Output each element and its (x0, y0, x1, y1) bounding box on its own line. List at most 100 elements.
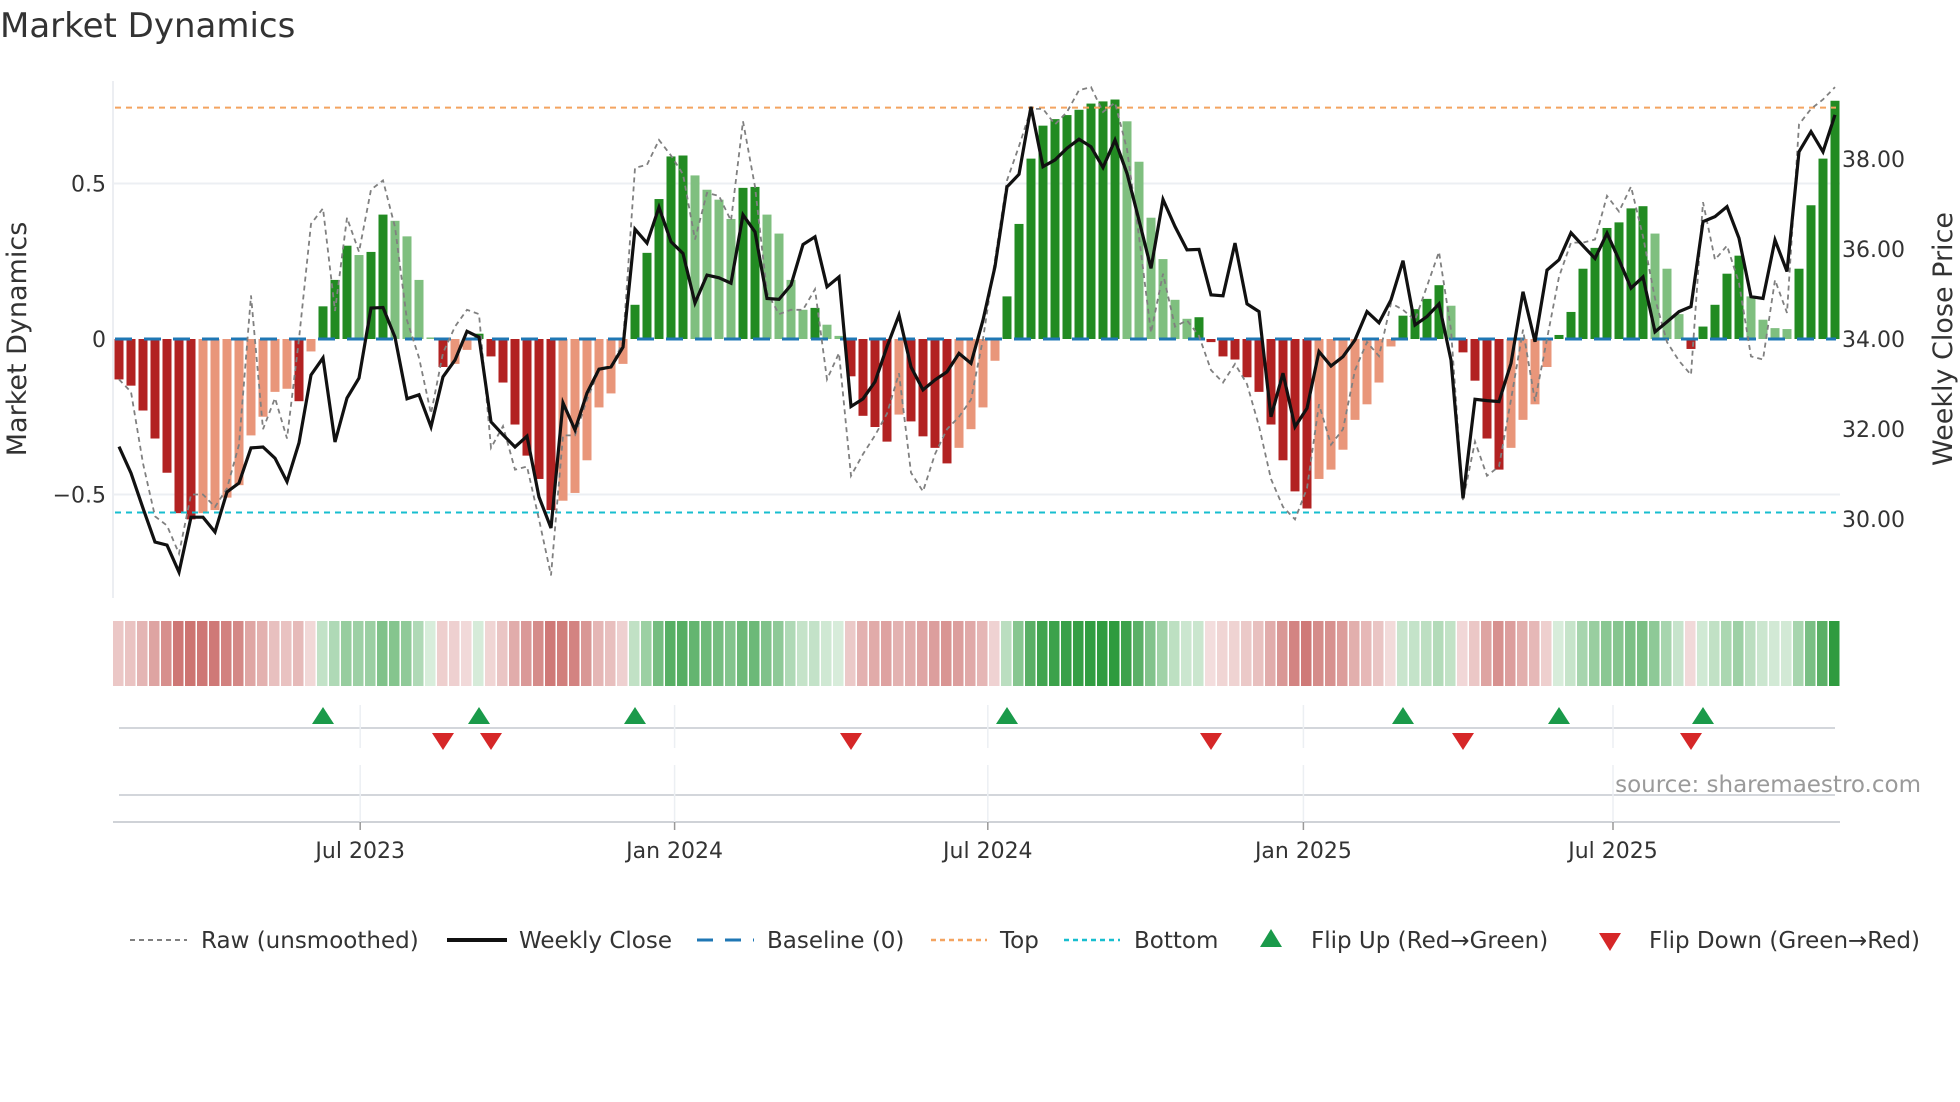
heat-cell (1685, 621, 1696, 686)
heat-cell (1409, 621, 1420, 686)
heat-cell (473, 621, 484, 686)
dynamics-bar (1650, 233, 1660, 339)
dynamics-bar (294, 339, 304, 402)
heat-cell (1469, 621, 1480, 686)
dynamics-bar (450, 339, 460, 364)
heat-cell (293, 621, 304, 686)
flip-down-marker (840, 733, 862, 750)
heat-cell (1085, 621, 1096, 686)
heat-cell (1661, 621, 1672, 686)
heat-cell (245, 621, 256, 686)
dynamics-bar (1578, 268, 1588, 339)
dynamics-bar (1506, 339, 1516, 448)
dynamics-bar (1710, 304, 1720, 339)
heat-cell (1529, 621, 1540, 686)
dynamics-bar (1422, 298, 1432, 339)
dynamics-bar (762, 214, 772, 339)
heat-cell (605, 621, 616, 686)
heat-cell (1181, 621, 1192, 686)
heat-cell (953, 621, 964, 686)
dynamics-bar (1338, 339, 1348, 450)
heat-cell (1721, 621, 1732, 686)
x-tick-label: Jul 2024 (941, 839, 1033, 864)
heat-cell (1013, 621, 1024, 686)
dynamics-bar (498, 339, 508, 383)
dynamics-bar (318, 306, 328, 339)
dynamics-bar (1266, 339, 1276, 425)
dynamics-bar (1806, 205, 1816, 339)
heat-cell (1337, 621, 1348, 686)
heat-cell (1061, 621, 1072, 686)
heat-cell (449, 621, 460, 686)
dynamics-bar (1818, 158, 1828, 339)
dynamics-bar (138, 339, 148, 411)
dynamics-bar (1626, 208, 1636, 339)
dynamics-bar (1734, 255, 1744, 339)
heat-cell (1517, 621, 1528, 686)
dynamics-bar (150, 339, 160, 439)
heat-cell (905, 621, 916, 686)
dynamics-bar (342, 245, 352, 339)
dynamics-bar (1242, 339, 1252, 378)
dynamics-bar (1050, 119, 1060, 339)
x-tick-label: Jan 2025 (1253, 839, 1352, 864)
heat-cell (845, 621, 856, 686)
dynamics-bar (990, 339, 1000, 361)
heat-cell (137, 621, 148, 686)
dynamics-bar (666, 156, 676, 339)
heat-cell (1577, 621, 1588, 686)
dynamics-bar (1290, 339, 1300, 492)
flip-up-marker (996, 707, 1018, 724)
heat-cell (1697, 621, 1708, 686)
heat-cell (425, 621, 436, 686)
heat-cell (1073, 621, 1084, 686)
heat-cell (461, 621, 472, 686)
dynamics-bar (126, 339, 136, 386)
heat-cell (317, 621, 328, 686)
heat-cell (893, 621, 904, 686)
dynamics-bar (1590, 247, 1600, 339)
heat-cell (653, 621, 664, 686)
heat-cell (185, 621, 196, 686)
heat-cell (1781, 621, 1792, 686)
dynamics-bar (834, 335, 844, 339)
heat-cell (1793, 621, 1804, 686)
dynamics-bar (282, 339, 292, 389)
heat-cell (1589, 621, 1600, 686)
flip-down-icon (1599, 933, 1621, 951)
heat-cell (1265, 621, 1276, 686)
legend-flip-up-label: Flip Up (Red→Green) (1311, 928, 1548, 954)
dynamics-bar (1062, 115, 1072, 339)
heat-cell (1565, 621, 1576, 686)
heat-cell (1277, 621, 1288, 686)
heat-cell (1253, 621, 1264, 686)
heat-cell (569, 621, 580, 686)
flip-down-marker (480, 733, 502, 750)
dynamics-bar (198, 339, 208, 514)
dynamics-bar (1002, 296, 1012, 339)
heat-cell (1625, 621, 1636, 686)
ticks-layer: 0.5 0 −0.5 30.00 32.00 34.00 36.00 38.00 Jul 202… (53, 148, 1905, 864)
dynamics-bar (1374, 339, 1384, 383)
heat-cell (233, 621, 244, 686)
flip-up-marker (1392, 707, 1414, 724)
dynamics-bar (258, 339, 268, 417)
dynamics-bar (774, 233, 784, 339)
dynamics-bar (534, 339, 544, 479)
dynamics-bar (906, 339, 916, 422)
dynamics-bar (1458, 339, 1468, 353)
dynamics-bar (1158, 259, 1168, 339)
dynamics-bar (738, 187, 748, 339)
dynamics-bar (1794, 268, 1804, 339)
dynamics-bar (642, 252, 652, 339)
dynamics-bar (1518, 339, 1528, 420)
heat-cell (1133, 621, 1144, 686)
dynamics-bar (882, 339, 892, 442)
heat-cell (1205, 621, 1216, 686)
dynamics-bar (822, 324, 832, 339)
dynamics-bar (366, 251, 376, 339)
dynamics-bar (930, 339, 940, 448)
heat-cell (1769, 621, 1780, 686)
heat-cell (1421, 621, 1432, 686)
heat-cell (1145, 621, 1156, 686)
